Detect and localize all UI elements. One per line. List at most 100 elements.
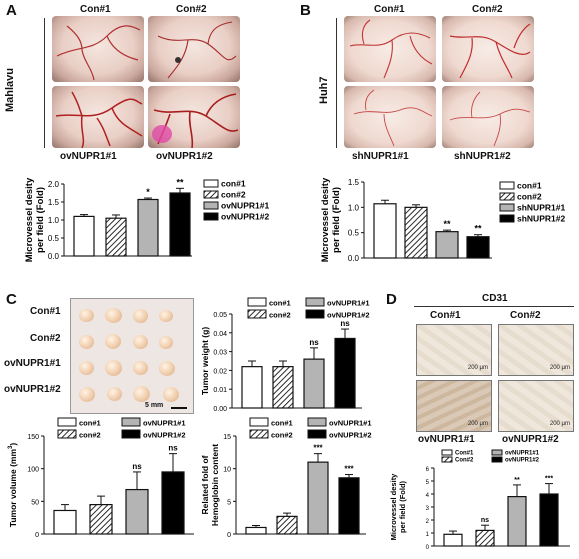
legend-swatch <box>499 203 515 212</box>
bar <box>334 337 356 409</box>
y-tick-label: 1 <box>426 532 430 538</box>
panel-c-letter: C <box>6 291 17 308</box>
y-tick-label: 0.05 <box>213 312 227 319</box>
legend-label: con#1 <box>269 299 291 308</box>
panel-d-label-con1: Con#1 <box>430 310 461 321</box>
cam-photo-a-con1 <box>52 16 144 82</box>
cam-photo-b-sh1 <box>344 86 436 148</box>
legend-label: shNUPR1#2 <box>517 214 565 224</box>
panel-b-label-sh1: shNUPR1#1 <box>352 151 409 162</box>
bar <box>307 461 329 535</box>
ihc-photo-ov2: 200 μm <box>498 380 574 432</box>
bar <box>435 231 459 259</box>
legend-label: ovNUPR1#1 <box>221 201 269 211</box>
ihc-photo-ov1: 200 μm <box>416 380 492 432</box>
ihc-scale-label: 200 μm <box>549 421 570 427</box>
panel-b-letter: B <box>300 2 311 19</box>
panel-a-label-ov2: ovNUPR1#2 <box>156 151 213 162</box>
bar <box>338 477 360 535</box>
panel-d-header-line <box>414 306 574 307</box>
bar <box>443 533 463 547</box>
legend-label: ovNUPR1#2 <box>329 431 372 440</box>
bar <box>105 217 127 257</box>
y-tick-label: 5 <box>227 499 231 506</box>
tumor <box>133 309 148 323</box>
y-tick-label: 0.5 <box>48 234 60 243</box>
y-axis-label-line: Microvessel desity <box>320 177 331 262</box>
y-tick-label: 10 <box>223 467 231 474</box>
tumor <box>163 387 179 402</box>
y-tick-label: 0.02 <box>213 368 227 375</box>
legend-swatch <box>499 214 515 223</box>
y-axis-label-end: ) <box>8 443 18 446</box>
legend-swatch <box>203 190 219 199</box>
legend-swatch <box>305 297 325 307</box>
y-axis-label: Related fold ofHemoglobin content <box>200 444 220 526</box>
significance-label: *** <box>545 476 553 483</box>
legend-swatch <box>247 297 267 307</box>
y-tick-label: 2 <box>426 519 430 525</box>
y-axis-label-line: per field (Fold) <box>35 187 46 253</box>
y-tick-label: 0 <box>227 532 231 539</box>
significance-label: * <box>146 187 150 197</box>
legend-label: con#2 <box>271 431 293 440</box>
y-axis-label-line: Related fold of <box>200 455 210 514</box>
y-axis-label-sup: 3 <box>8 445 14 449</box>
tumor <box>79 361 94 375</box>
y-axis-label: Tumor volume (mm3) <box>8 443 18 528</box>
bar <box>245 526 267 535</box>
tumor-scale-label: 5 mm <box>145 402 164 409</box>
legend-label: shNUPR1#1 <box>517 203 565 213</box>
y-tick-label: 1.5 <box>48 198 60 207</box>
y-tick-label: 0.0 <box>48 252 60 261</box>
significance-label: ** <box>176 177 184 187</box>
y-tick-label: 6 <box>426 467 430 473</box>
tumor-row-label-4: ovNUPR1#2 <box>4 384 61 395</box>
cam-photo-b-sh2 <box>442 86 534 148</box>
legend-swatch <box>247 309 267 319</box>
legend-swatch <box>203 179 219 188</box>
y-tick-label: 15 <box>223 434 231 441</box>
cam-photo-a-ov2 <box>148 86 240 148</box>
panel-a-cell-line: Mahlavu <box>4 67 16 112</box>
bar <box>161 471 185 535</box>
legend-label: ovNUPR1#1 <box>329 419 372 428</box>
legend-label: con#2 <box>221 190 246 200</box>
legend-swatch <box>305 309 325 319</box>
legend-swatch <box>249 417 269 427</box>
y-tick-label: 5 <box>426 480 430 486</box>
legend-swatch <box>491 456 503 463</box>
ihc-scale-label: 200 μm <box>467 365 488 371</box>
tumor <box>79 387 95 402</box>
tumor-scale-bar <box>171 407 187 409</box>
legend-swatch <box>441 449 453 456</box>
tumor-photo-panel: 5 mm <box>70 298 194 414</box>
y-axis-label: Microvessel desityper field (Fold) <box>389 473 407 541</box>
panel-d-header: CD31 <box>482 293 508 304</box>
y-tick-label: 0.01 <box>213 387 227 394</box>
legend-label: con#1 <box>221 179 246 189</box>
legend-label: Con#1 <box>455 451 474 457</box>
panel-a-letter: A <box>6 2 17 19</box>
tumor-row-label-3: ovNUPR1#1 <box>4 358 61 369</box>
legend-label: ovNUPR1#1 <box>505 451 540 457</box>
y-axis-label-line: Tumor volume (mm <box>8 449 18 528</box>
legend-label: ovNUPR1#2 <box>505 458 540 464</box>
y-axis-label-line: per field (Fold) <box>331 187 342 253</box>
legend-label: con#1 <box>517 181 542 191</box>
bar <box>373 203 397 259</box>
legend-label: ovNUPR1#1 <box>143 419 186 428</box>
legend-swatch <box>307 429 327 439</box>
bar <box>272 366 294 409</box>
significance-label: ns <box>309 338 319 347</box>
y-tick-label: 100 <box>27 467 39 474</box>
tumor <box>133 335 148 349</box>
bar <box>539 493 559 547</box>
legend-swatch <box>441 456 453 463</box>
significance-label: ** <box>514 477 520 484</box>
y-tick-label: 0.5 <box>348 229 360 238</box>
panel-a-side-line <box>44 18 45 148</box>
tumor <box>79 309 94 322</box>
y-tick-label: 0 <box>35 532 39 539</box>
y-tick-label: 1.5 <box>348 178 360 187</box>
